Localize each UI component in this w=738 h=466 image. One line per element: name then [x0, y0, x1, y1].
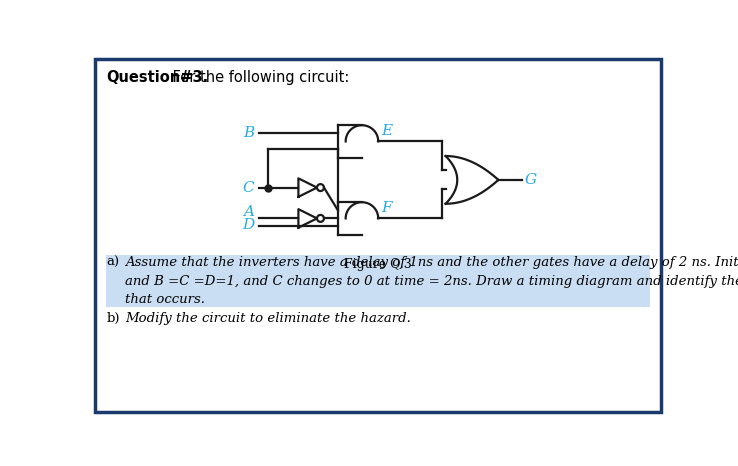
- Text: Modify the circuit to eliminate the hazard.: Modify the circuit to eliminate the haza…: [125, 312, 410, 324]
- Text: that occurs.: that occurs.: [125, 293, 205, 306]
- Text: a): a): [106, 256, 120, 269]
- Text: Figure Q.3: Figure Q.3: [345, 258, 412, 271]
- FancyBboxPatch shape: [95, 59, 661, 411]
- Text: D: D: [242, 218, 254, 232]
- Text: For the following circuit:: For the following circuit:: [168, 70, 350, 85]
- FancyBboxPatch shape: [106, 254, 650, 307]
- Text: F: F: [382, 200, 392, 215]
- Text: E: E: [382, 123, 393, 137]
- Text: C: C: [243, 181, 254, 195]
- Text: and B =C =D=1, and C changes to 0 at time = 2ns. Draw a timing diagram and ident: and B =C =D=1, and C changes to 0 at tim…: [125, 274, 738, 288]
- Text: Assume that the inverters have a delay of 1ns and the other gates have a delay o: Assume that the inverters have a delay o…: [125, 256, 738, 269]
- Text: B: B: [243, 126, 254, 140]
- Text: b): b): [106, 312, 120, 324]
- Text: G: G: [525, 173, 537, 187]
- Text: Question#3.: Question#3.: [106, 70, 208, 85]
- Text: A: A: [244, 205, 254, 219]
